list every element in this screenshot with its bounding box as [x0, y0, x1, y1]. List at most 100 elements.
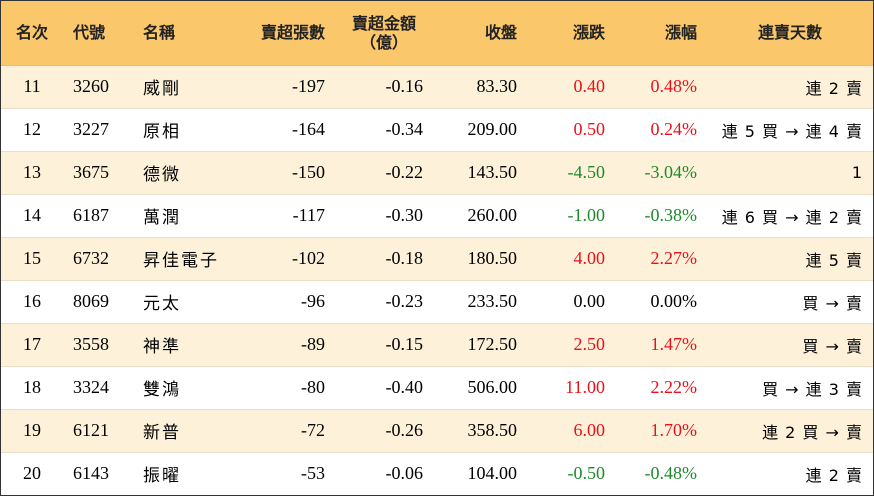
header-net-lots: 賣超張數: [260, 23, 325, 43]
table-row: 12 3227 原相 -164 -0.34 209.00 0.50 0.24% …: [1, 107, 873, 151]
cell-code: 3260: [63, 64, 133, 108]
cell-net-amount: -0.23: [335, 279, 433, 323]
cell-rank: 18: [1, 365, 63, 409]
cell-net-lots: -117: [229, 193, 335, 237]
header-net-amount-line2: （億）: [359, 32, 408, 52]
table-row: 13 3675 德微 -150 -0.22 143.50 -4.50 -3.04…: [1, 150, 873, 194]
header-streak: 連賣天數: [757, 23, 822, 43]
table-row: 19 6121 新普 -72 -0.26 358.50 6.00 1.70% 連…: [1, 408, 873, 452]
cell-net-lots: -150: [229, 150, 335, 194]
cell-streak: 1: [707, 150, 873, 194]
cell-streak: 連 2 賣: [707, 64, 873, 108]
header-rank: 名次: [15, 23, 48, 43]
cell-net-amount: -0.22: [335, 150, 433, 194]
cell-net-lots: -53: [229, 451, 335, 495]
cell-pct: 0.48%: [615, 64, 707, 108]
table-row: 15 6732 昇佳電子 -102 -0.18 180.50 4.00 2.27…: [1, 236, 873, 280]
cell-close: 233.50: [433, 279, 527, 323]
cell-close: 83.30: [433, 64, 527, 108]
header-name: 名稱: [143, 23, 176, 43]
cell-net-amount: -0.26: [335, 408, 433, 452]
cell-name: 元太: [133, 279, 229, 323]
cell-rank: 17: [1, 322, 63, 366]
cell-pct: -0.48%: [615, 451, 707, 495]
cell-close: 180.50: [433, 236, 527, 280]
header-row: 名次 代號 名稱 賣超張數 賣超金額 （億） 收盤 漲跌 漲幅 連賣天數: [1, 1, 873, 65]
cell-rank: 16: [1, 279, 63, 323]
cell-close: 260.00: [433, 193, 527, 237]
cell-close: 358.50: [433, 408, 527, 452]
cell-code: 6143: [63, 451, 133, 495]
header-pct: 漲幅: [664, 23, 697, 43]
cell-net-lots: -72: [229, 408, 335, 452]
cell-net-amount: -0.06: [335, 451, 433, 495]
cell-rank: 13: [1, 150, 63, 194]
cell-name: 原相: [133, 107, 229, 151]
cell-name: 威剛: [133, 64, 229, 108]
cell-pct: -0.38%: [615, 193, 707, 237]
cell-change: 11.00: [527, 365, 615, 409]
cell-streak: 買 → 賣: [707, 322, 873, 366]
cell-close: 143.50: [433, 150, 527, 194]
cell-change: -1.00: [527, 193, 615, 237]
cell-change: 2.50: [527, 322, 615, 366]
cell-pct: 1.70%: [615, 408, 707, 452]
cell-net-lots: -96: [229, 279, 335, 323]
cell-rank: 15: [1, 236, 63, 280]
cell-name: 雙鴻: [133, 365, 229, 409]
cell-streak: 連 6 買 → 連 2 賣: [707, 193, 873, 237]
table-row: 18 3324 雙鴻 -80 -0.40 506.00 11.00 2.22% …: [1, 365, 873, 409]
cell-rank: 20: [1, 451, 63, 495]
cell-pct: 2.22%: [615, 365, 707, 409]
cell-rank: 11: [1, 64, 63, 108]
cell-net-lots: -80: [229, 365, 335, 409]
cell-name: 萬潤: [133, 193, 229, 237]
header-net-amount-line1: 賣超金額: [351, 13, 416, 33]
cell-name: 新普: [133, 408, 229, 452]
cell-code: 3324: [63, 365, 133, 409]
cell-close: 104.00: [433, 451, 527, 495]
table-row: 11 3260 威剛 -197 -0.16 83.30 0.40 0.48% 連…: [1, 64, 873, 108]
cell-close: 172.50: [433, 322, 527, 366]
cell-streak: 連 2 買 → 賣: [707, 408, 873, 452]
cell-pct: -3.04%: [615, 150, 707, 194]
cell-net-lots: -102: [229, 236, 335, 280]
cell-streak: 連 5 買 → 連 4 賣: [707, 107, 873, 151]
cell-code: 3675: [63, 150, 133, 194]
cell-change: 0.40: [527, 64, 615, 108]
cell-streak: 買 → 賣: [707, 279, 873, 323]
cell-code: 3558: [63, 322, 133, 366]
table-header: 名次 代號 名稱 賣超張數 賣超金額 （億） 收盤 漲跌 漲幅 連賣天數: [1, 1, 873, 65]
cell-streak: 買 → 連 3 賣: [707, 365, 873, 409]
header-change: 漲跌: [572, 23, 605, 43]
cell-name: 神準: [133, 322, 229, 366]
table-row: 14 6187 萬潤 -117 -0.30 260.00 -1.00 -0.38…: [1, 193, 873, 237]
cell-pct: 1.47%: [615, 322, 707, 366]
cell-close: 209.00: [433, 107, 527, 151]
cell-net-amount: -0.30: [335, 193, 433, 237]
cell-name: 昇佳電子: [133, 236, 229, 280]
cell-change: -0.50: [527, 451, 615, 495]
cell-code: 3227: [63, 107, 133, 151]
cell-rank: 14: [1, 193, 63, 237]
cell-streak: 連 2 賣: [707, 451, 873, 495]
cell-change: 0.50: [527, 107, 615, 151]
cell-code: 6187: [63, 193, 133, 237]
table-row: 20 6143 振曜 -53 -0.06 104.00 -0.50 -0.48%…: [1, 451, 873, 495]
cell-name: 振曜: [133, 451, 229, 495]
cell-net-amount: -0.18: [335, 236, 433, 280]
cell-net-lots: -89: [229, 322, 335, 366]
cell-change: -4.50: [527, 150, 615, 194]
cell-code: 6121: [63, 408, 133, 452]
cell-pct: 0.00%: [615, 279, 707, 323]
cell-rank: 12: [1, 107, 63, 151]
cell-change: 0.00: [527, 279, 615, 323]
cell-close: 506.00: [433, 365, 527, 409]
header-close: 收盤: [484, 23, 517, 43]
header-net-amount: 賣超金額 （億）: [335, 1, 433, 65]
cell-net-amount: -0.34: [335, 107, 433, 151]
cell-net-lots: -197: [229, 64, 335, 108]
table-body: 11 3260 威剛 -197 -0.16 83.30 0.40 0.48% 連…: [1, 64, 873, 495]
